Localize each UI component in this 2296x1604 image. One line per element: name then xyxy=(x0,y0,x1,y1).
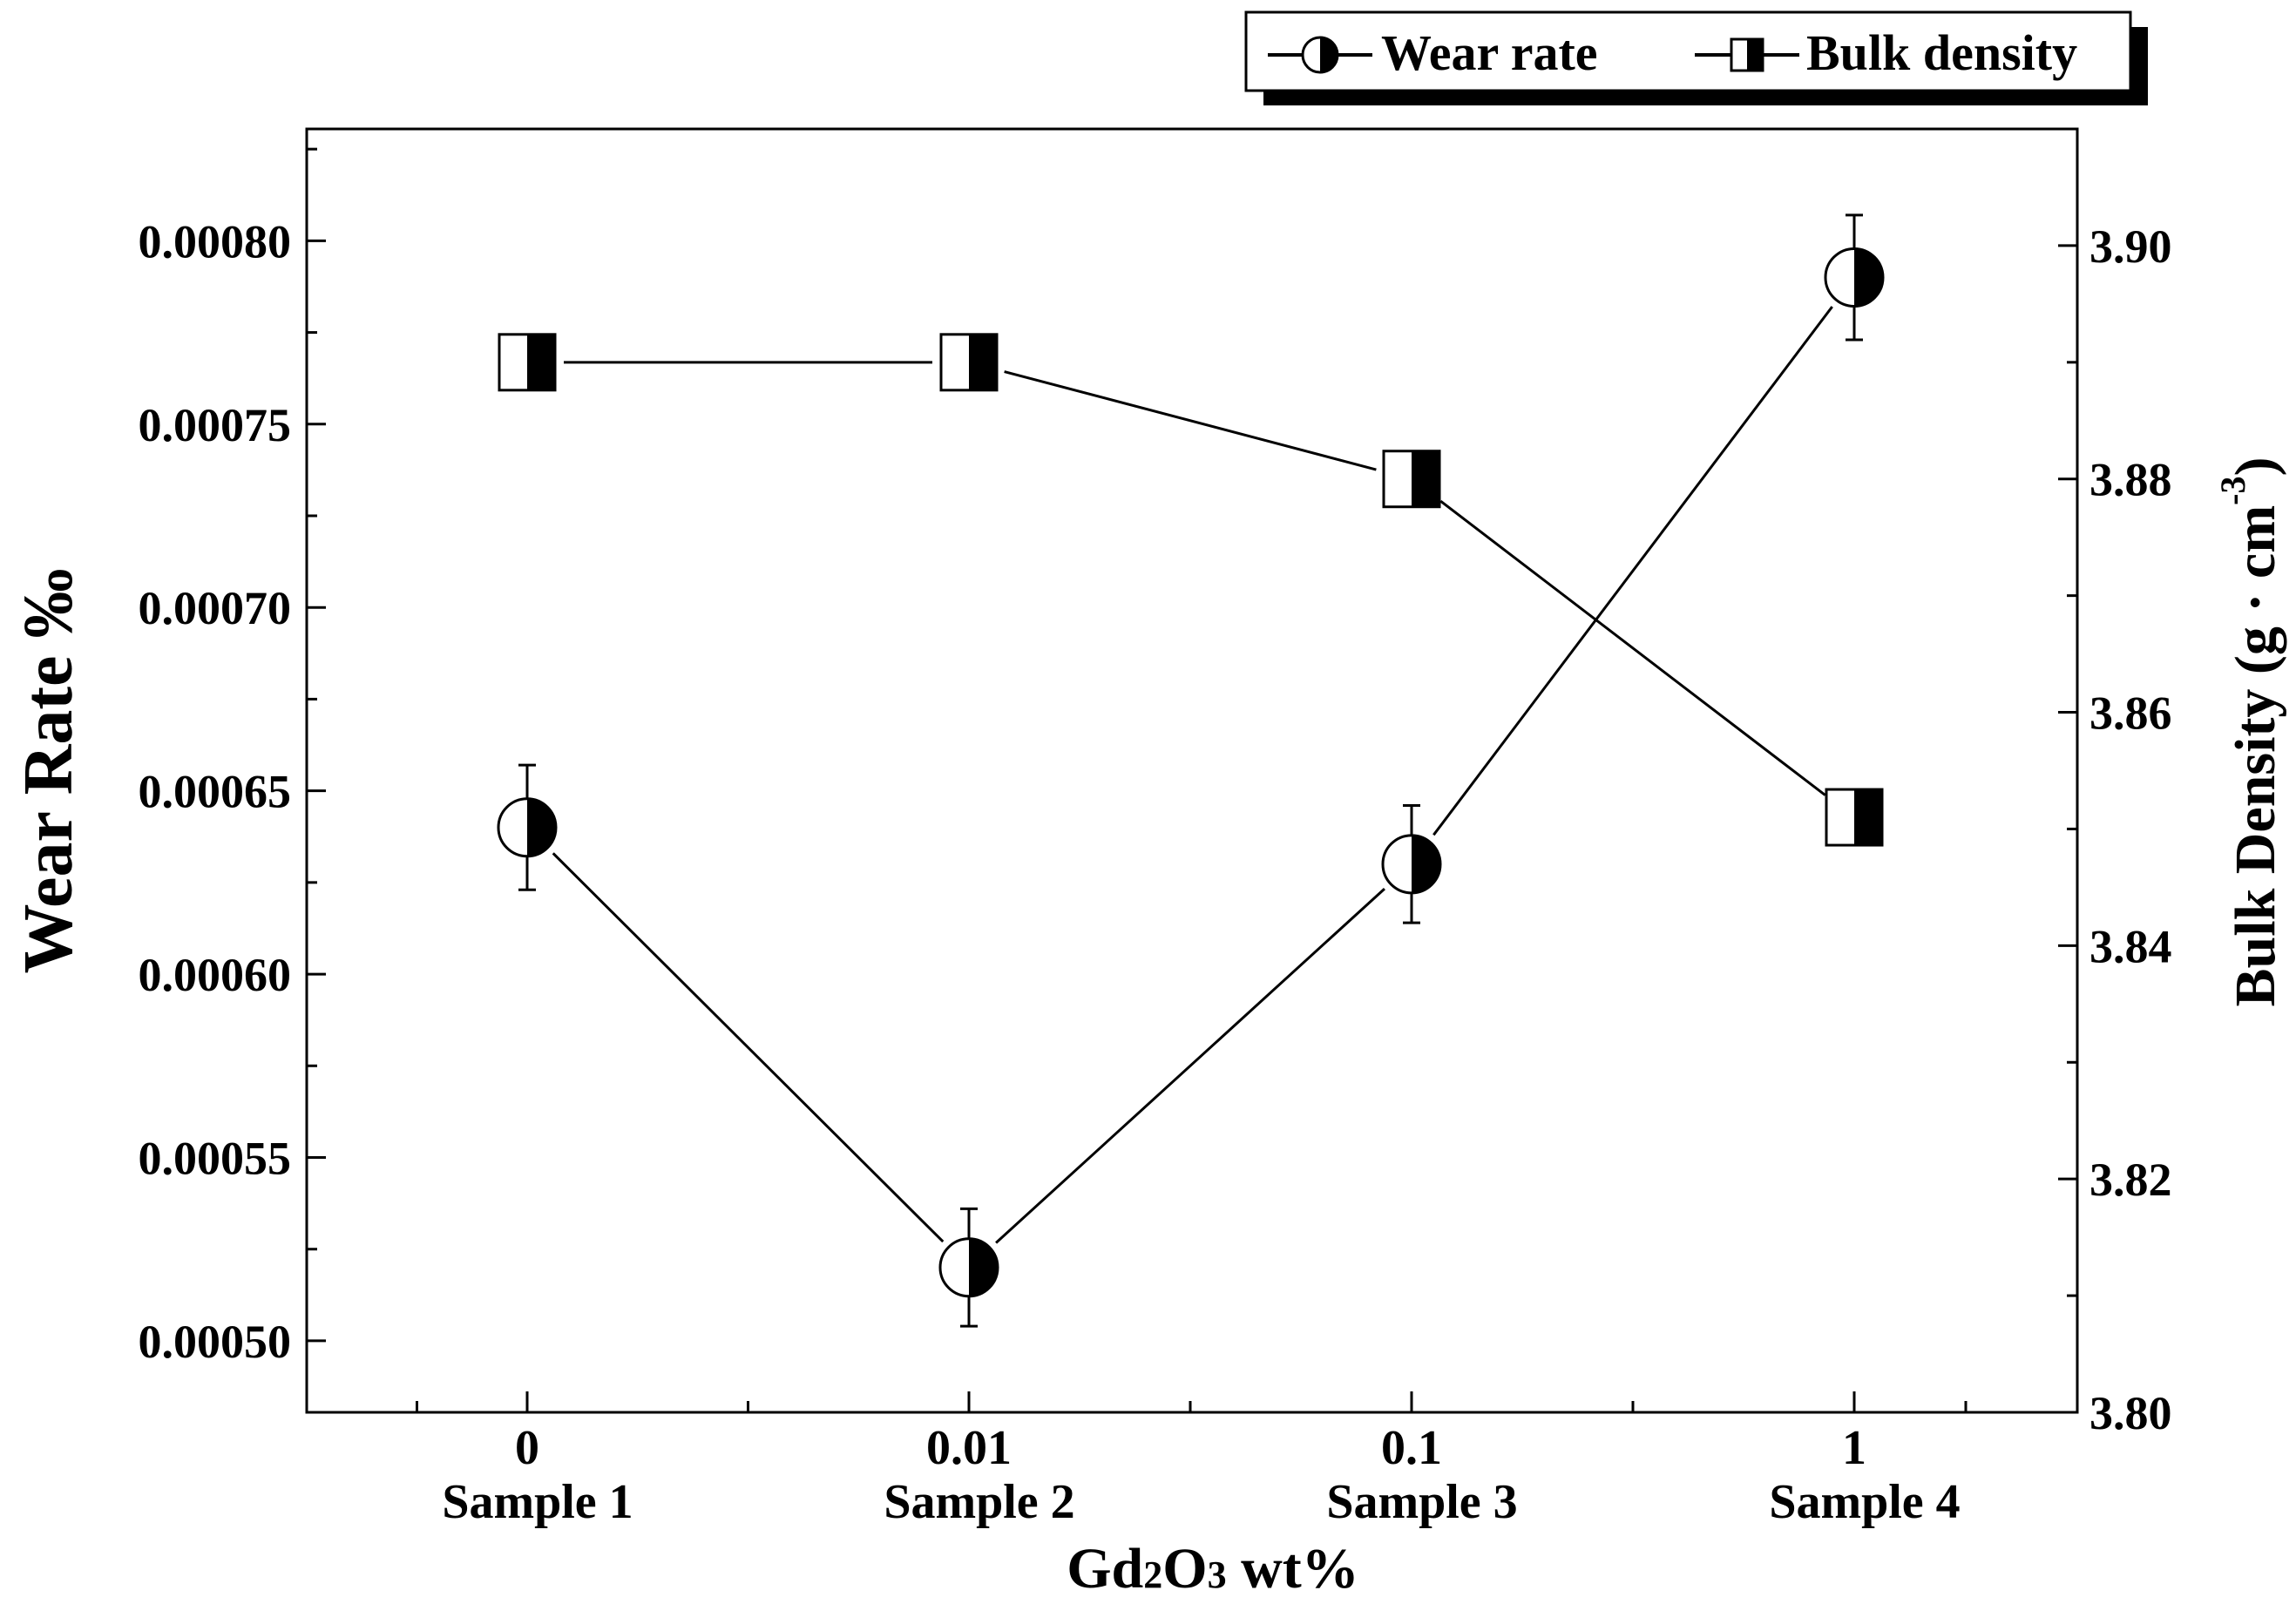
wear-rate-line-segment xyxy=(552,852,945,1243)
legend-bulk-marker xyxy=(1695,37,1799,72)
y-left-tick-label: 0.00060 xyxy=(139,949,292,1001)
x-axis-title: Gd2O3 wt% xyxy=(1067,1537,1359,1601)
bulk-density-marker-fill xyxy=(527,334,555,390)
bulk-density-marker-fill xyxy=(969,334,997,390)
bulk-density-line-segment xyxy=(1004,370,1377,471)
x-tick-value-label: 1 xyxy=(1842,1421,1866,1475)
x-axis-title-mid: O xyxy=(1162,1537,1207,1601)
wear-rate-marker-fill xyxy=(527,798,556,856)
series-lines xyxy=(552,306,1833,1244)
x-axis-title-sub1: 2 xyxy=(1143,1553,1162,1596)
wear-rate-marker-fill xyxy=(1854,248,1883,307)
bulk-density-marker-fill xyxy=(1412,450,1439,507)
y-right-tick-label: 3.90 xyxy=(2089,220,2172,273)
bulk-density-point xyxy=(1825,788,1884,847)
wear-rate-point xyxy=(497,797,558,858)
y-left-tick-label: 0.00075 xyxy=(139,399,292,451)
y-axis-right-title-main: Bulk Density (g · cm xyxy=(2224,505,2287,1007)
y-left-tick-label: 0.00080 xyxy=(139,215,292,267)
legend-box xyxy=(1244,10,2132,92)
wear-rate-point xyxy=(938,1237,999,1298)
left-axis: 0.00050 0.00055 0.00060 0.00065 0.00070 0.000… xyxy=(139,147,326,1368)
wear-rate-line-segment xyxy=(995,887,1385,1244)
y-right-tick-label: 3.82 xyxy=(2089,1154,2172,1206)
y-left-tick-label: 0.00070 xyxy=(139,582,292,634)
series-markers xyxy=(497,213,1885,1328)
wear-rate-line-segment xyxy=(1432,306,1833,836)
legend-label-wear-rate: Wear rate xyxy=(1381,24,1598,81)
y-left-tick-label: 0.00050 xyxy=(139,1316,292,1368)
bulk-density-line-segment xyxy=(1439,500,1826,796)
y-axis-right-title-sup: -3 xyxy=(2213,476,2252,504)
plot-frame xyxy=(305,127,2079,1414)
wear-rate-marker-fill xyxy=(1412,835,1440,893)
x-tick-value-label: 0.1 xyxy=(1381,1421,1442,1475)
wear-rate-marker-fill xyxy=(969,1238,999,1296)
y-right-tick-label: 3.84 xyxy=(2089,920,2172,972)
x-tick-value-label: 0 xyxy=(515,1421,539,1475)
right-axis: 3.80 3.82 3.84 3.86 3.88 3.90 xyxy=(2058,127,2172,1439)
x-axis-title-prefix: Gd xyxy=(1067,1537,1143,1601)
wear-rate-point xyxy=(1381,834,1442,895)
y-left-tick-label: 0.00055 xyxy=(139,1133,292,1185)
x-tick-sample-label: Sample 2 xyxy=(884,1475,1074,1529)
y-right-tick-label: 3.88 xyxy=(2089,454,2172,506)
y-axis-right-title-close: ) xyxy=(2224,457,2287,476)
x-tick-sample-label: Sample 4 xyxy=(1769,1475,1960,1529)
bulk-density-point xyxy=(498,333,557,392)
x-tick-sample-label: Sample 3 xyxy=(1326,1475,1517,1529)
x-tick-sample-label: Sample 1 xyxy=(442,1475,633,1529)
legend-wear-marker xyxy=(1268,36,1372,74)
bulk-density-point xyxy=(939,333,999,392)
legend-label-bulk-density: Bulk density xyxy=(1806,24,2077,81)
y-left-tick-label: 0.00065 xyxy=(139,766,292,818)
legend: Wear rate Bulk density xyxy=(1244,10,2148,105)
wear-rate-point xyxy=(1824,247,1885,308)
x-tick-value-label: 0.01 xyxy=(926,1421,1012,1475)
y-axis-right-title: Bulk Density (g · cm-3) xyxy=(2213,457,2287,1006)
y-right-tick-label: 3.86 xyxy=(2089,687,2172,740)
x-axis-title-sub2: 3 xyxy=(1208,1553,1227,1596)
y-axis-left-title: Wear Rate ‰ xyxy=(10,568,87,973)
bulk-density-point xyxy=(1382,450,1441,509)
x-axis-title-suffix: wt% xyxy=(1227,1537,1359,1601)
y-right-tick-label: 3.80 xyxy=(2089,1387,2172,1439)
bulk-density-marker-fill xyxy=(1854,789,1882,846)
